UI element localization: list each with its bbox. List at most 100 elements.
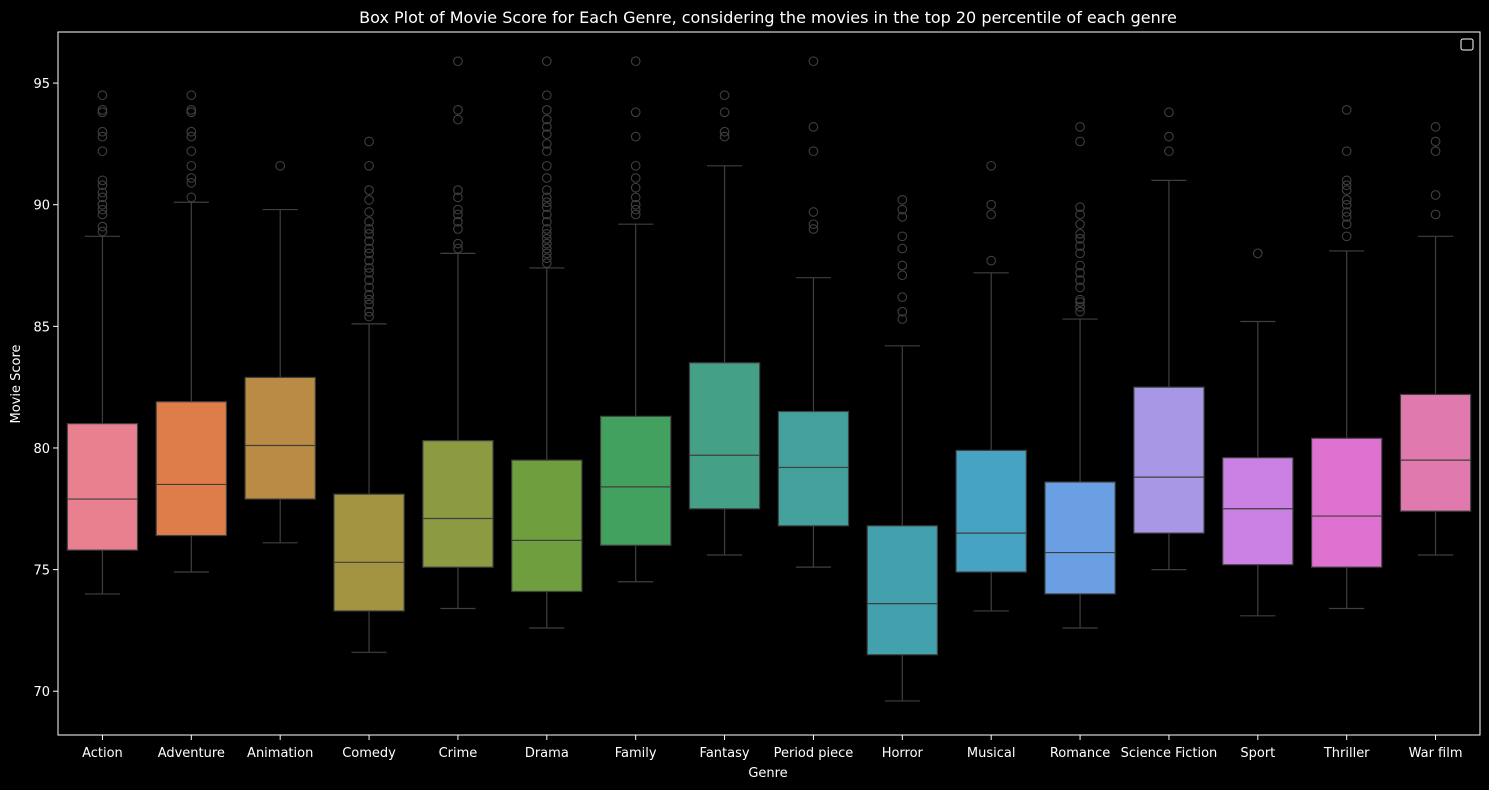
box-body (1399, 393, 1472, 512)
x-tick-label: Adventure (158, 746, 225, 761)
box-body (1133, 386, 1205, 534)
outlier-point (897, 231, 908, 242)
outlier-point (453, 224, 463, 234)
outlier-point (541, 258, 552, 268)
outlier-point (1075, 229, 1085, 239)
x-tick-label: Fantasy (700, 746, 750, 761)
outlier-point (97, 104, 108, 115)
outlier-point (1075, 233, 1085, 244)
outlier-point (630, 131, 641, 142)
outlier-point (630, 199, 641, 210)
outlier-point (364, 299, 374, 310)
outlier-point (364, 275, 374, 285)
box-romance (1044, 122, 1116, 629)
outlier-point (453, 114, 463, 125)
y-tick-label: 85 (33, 320, 50, 335)
outlier-point (986, 255, 997, 266)
x-tick-label: Science Fiction (1121, 746, 1218, 761)
outlier-point (364, 255, 374, 266)
box-body (1044, 481, 1116, 595)
outlier-point (1075, 260, 1085, 271)
outlier-point (453, 238, 463, 249)
outlier-point (808, 207, 819, 217)
outlier-point (1341, 207, 1352, 217)
outlier-point (630, 182, 641, 193)
outlier-point (541, 253, 552, 264)
x-tick-label: Period piece (774, 746, 854, 761)
x-tick-label: Comedy (342, 746, 396, 761)
outlier-point (1075, 241, 1085, 251)
outlier-point (186, 192, 197, 203)
box-drama (511, 56, 583, 629)
outlier-point (630, 173, 641, 183)
outlier-point (719, 131, 730, 142)
outlier-point (1341, 212, 1352, 222)
outlier-point (1075, 136, 1085, 147)
outlier-point (1075, 297, 1085, 307)
outlier-point (541, 139, 552, 149)
outlier-point (1430, 209, 1441, 220)
box-body (599, 415, 672, 546)
outlier-point (1430, 146, 1441, 157)
outlier-point (97, 146, 108, 157)
outlier-point (97, 209, 108, 220)
outlier-point (541, 209, 552, 220)
outlier-point (630, 204, 641, 215)
box-adventure (155, 90, 228, 573)
y-tick-label: 95 (33, 77, 50, 92)
outlier-point (364, 194, 374, 205)
outlier-point (541, 197, 552, 208)
box-comedy (333, 136, 405, 653)
outlier-point (364, 136, 374, 147)
box-body (1222, 457, 1294, 566)
outlier-point (541, 104, 552, 115)
legend-box (1460, 38, 1474, 51)
outlier-point (97, 226, 108, 237)
outlier-point (453, 216, 463, 227)
box-body (688, 362, 761, 510)
outlier-point (897, 292, 908, 302)
outlier-point (97, 107, 108, 118)
x-tick-label: War film (1409, 746, 1463, 761)
outlier-point (453, 185, 463, 195)
y-tick-label: 70 (33, 685, 50, 700)
outlier-point (1075, 122, 1085, 132)
x-tick-label: Romance (1050, 746, 1110, 761)
box-crime (422, 56, 494, 610)
outlier-point (364, 248, 374, 259)
outlier-point (897, 270, 908, 281)
outlier-point (186, 104, 197, 115)
x-tick-label: Musical (967, 746, 1016, 761)
outlier-point (541, 202, 552, 212)
outlier-point (986, 160, 997, 171)
outlier-point (186, 160, 197, 171)
outlier-point (97, 126, 108, 137)
outlier-point (541, 90, 552, 101)
box-family (599, 56, 672, 583)
outlier-point (97, 221, 108, 232)
outlier-point (630, 160, 641, 171)
box-body (866, 525, 939, 656)
outlier-point (897, 243, 908, 254)
box-horror (866, 194, 939, 702)
outlier-point (541, 216, 552, 227)
outlier-point (1341, 199, 1352, 210)
outlier-point (1341, 180, 1352, 191)
chart-title: Box Plot of Movie Score for Each Genre, … (359, 8, 1177, 27)
box-body (244, 376, 316, 500)
outlier-point (364, 311, 374, 322)
box-musical (955, 160, 1027, 612)
outlier-point (808, 224, 819, 234)
outlier-point (97, 131, 108, 142)
outlier-point (186, 173, 197, 183)
outlier-point (541, 56, 552, 67)
box-sport (1222, 248, 1294, 617)
outlier-point (1430, 136, 1441, 147)
box-body (777, 410, 850, 527)
outlier-point (541, 129, 552, 140)
box-body (333, 493, 405, 612)
outlier-point (541, 238, 552, 249)
outlier-point (719, 90, 730, 101)
outlier-point (364, 207, 374, 217)
outlier-point (186, 107, 197, 118)
